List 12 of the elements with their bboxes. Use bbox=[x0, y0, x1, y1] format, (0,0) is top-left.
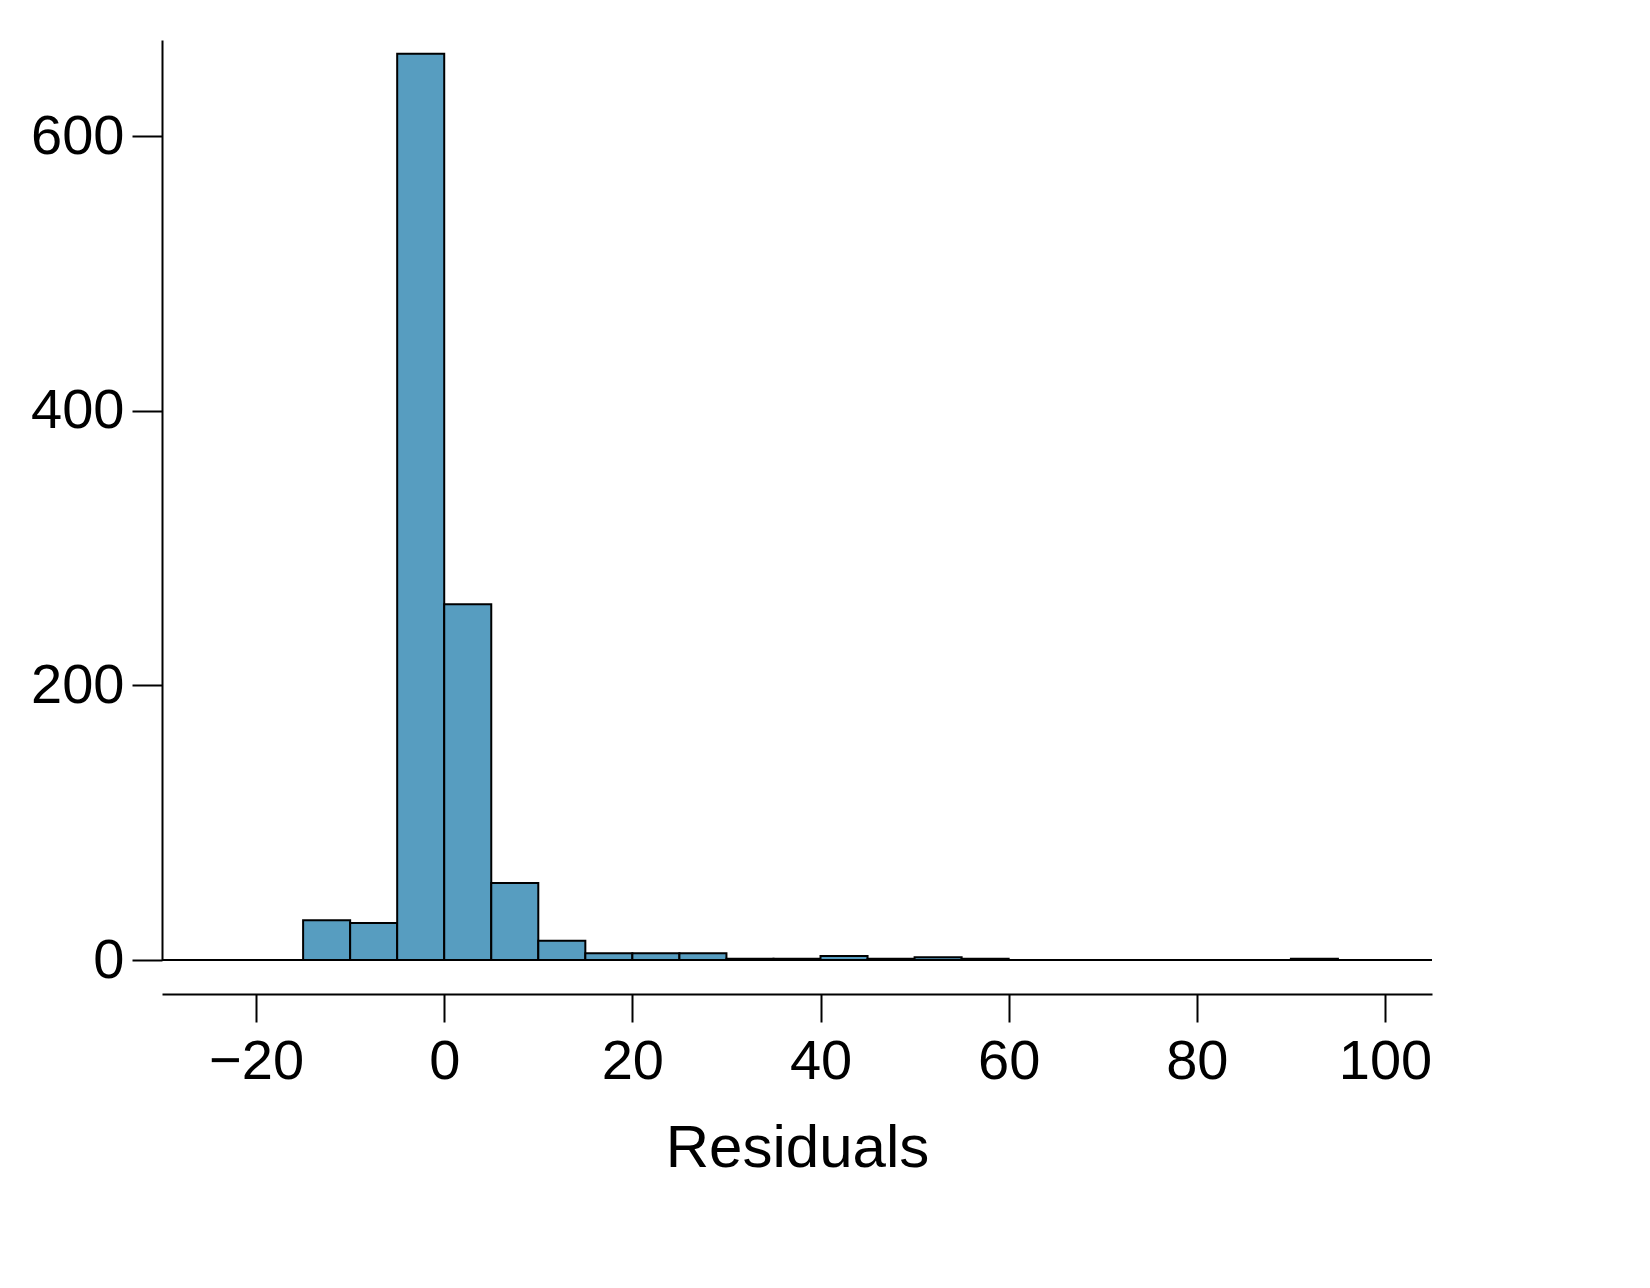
x-tick-label: 80 bbox=[1166, 1027, 1229, 1091]
x-tick-label: 100 bbox=[1338, 1027, 1433, 1091]
y-tick-label: 400 bbox=[31, 377, 125, 441]
x-tick-label: 0 bbox=[429, 1027, 461, 1091]
x-axis-title: Residuals bbox=[665, 1112, 930, 1180]
x-tick-label: 60 bbox=[978, 1027, 1041, 1091]
x-tick-label: 20 bbox=[601, 1027, 665, 1091]
y-tick-label: 600 bbox=[31, 102, 125, 166]
x-tick-label: 40 bbox=[789, 1027, 853, 1091]
y-tick-label: 200 bbox=[31, 651, 125, 715]
x-tick-label: −20 bbox=[209, 1027, 305, 1091]
y-tick-label: 0 bbox=[93, 926, 125, 990]
